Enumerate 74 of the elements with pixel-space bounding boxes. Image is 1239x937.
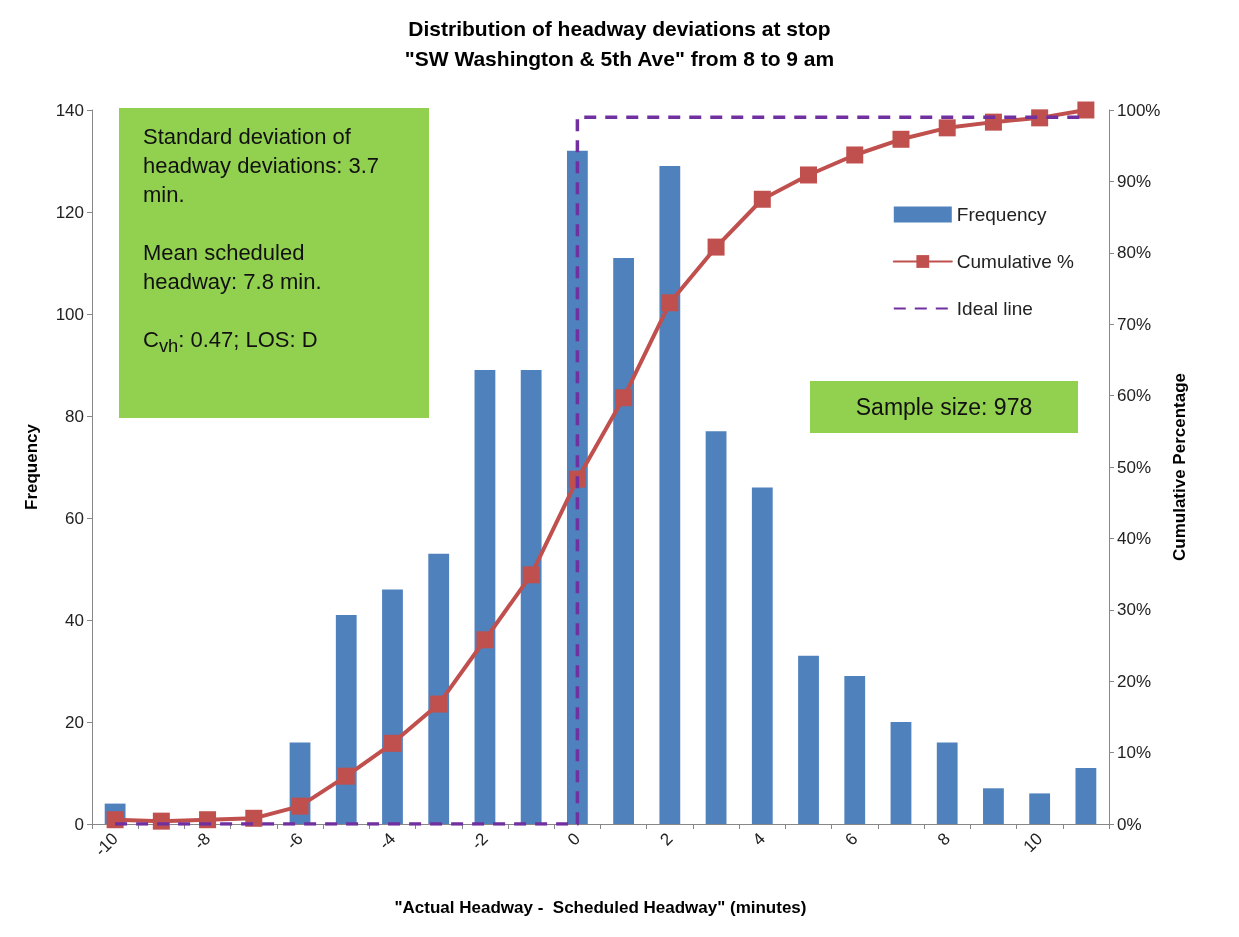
x-tick-label: -10 bbox=[91, 829, 122, 861]
bar bbox=[705, 431, 727, 824]
legend-label: Cumulative % bbox=[956, 251, 1075, 272]
x-tick-label: -8 bbox=[190, 829, 215, 854]
bar bbox=[335, 614, 357, 824]
point bbox=[430, 695, 448, 713]
x-tick-label: 0 bbox=[563, 829, 585, 850]
y-tick-label: 100 bbox=[55, 304, 84, 324]
y-axis-title: Frequency bbox=[22, 423, 41, 510]
annotation: Standard deviation of headway deviations: 3.7 min. bbox=[143, 123, 381, 209]
y-tick-label: 20 bbox=[65, 712, 84, 732]
point bbox=[892, 130, 910, 148]
annotation: Sample size: 978 bbox=[854, 393, 1034, 422]
y2-tick-label: 100% bbox=[1117, 100, 1161, 120]
annotation: Mean scheduled headway: 7.8 min. bbox=[143, 239, 323, 296]
y2-tick-label: 10% bbox=[1117, 743, 1152, 763]
point bbox=[291, 797, 309, 815]
point bbox=[1077, 101, 1095, 119]
bar bbox=[1029, 793, 1051, 824]
point bbox=[846, 146, 864, 164]
y2-tick-label: 0% bbox=[1117, 814, 1142, 834]
y2-tick-label: 50% bbox=[1117, 457, 1152, 477]
point bbox=[938, 119, 956, 137]
y-tick-label: 120 bbox=[55, 202, 84, 222]
y2-axis-title: Cumulative Percentage bbox=[1170, 372, 1190, 562]
point bbox=[753, 190, 771, 208]
x-tick-label: 2 bbox=[656, 829, 677, 850]
y-tick-label: 80 bbox=[65, 406, 84, 426]
x-tick-label: -4 bbox=[375, 829, 400, 854]
y2-tick-label: 70% bbox=[1117, 314, 1152, 334]
point bbox=[800, 166, 818, 184]
x-tick-label: 4 bbox=[748, 829, 770, 850]
point bbox=[522, 566, 540, 584]
y2-tick-label: 60% bbox=[1117, 386, 1152, 406]
bar bbox=[520, 370, 542, 824]
bar bbox=[983, 788, 1004, 824]
text-box: Standard deviation of headway deviations: 3.7 min. Mean scheduled headway: 7.8 min. C$_{vh}$: 0.47; LOS: D bbox=[119, 108, 429, 418]
y2-tick-label: 30% bbox=[1117, 600, 1152, 620]
y2-tick-label: 80% bbox=[1117, 243, 1152, 263]
x-tick-label: 8 bbox=[933, 829, 954, 850]
bar bbox=[844, 676, 866, 824]
x-axis-title: "Actual Headway - Scheduled Headway" (minutes) bbox=[394, 898, 807, 917]
point bbox=[615, 389, 633, 407]
bar bbox=[613, 257, 635, 824]
point bbox=[383, 734, 401, 752]
y-tick-label: 140 bbox=[55, 100, 84, 120]
legend-label: Ideal line bbox=[956, 298, 1033, 319]
bar bbox=[474, 370, 496, 824]
x-tick-label: 10 bbox=[1019, 829, 1047, 857]
x-tick-label: -2 bbox=[467, 829, 492, 854]
y2-tick-label: 20% bbox=[1117, 671, 1152, 691]
bar bbox=[798, 655, 819, 824]
point bbox=[661, 294, 679, 312]
x-tick-label: -6 bbox=[282, 829, 307, 854]
annotation: C$_{vh}$: 0.47; LOS: D bbox=[143, 326, 319, 359]
y-tick-label: 40 bbox=[65, 610, 84, 630]
bar bbox=[751, 487, 773, 824]
chart-title: Distribution of headway deviations at stop "SW Washington & 5th Ave" from 8 to 9 am bbox=[404, 16, 835, 70]
y2-tick-label: 40% bbox=[1117, 528, 1152, 548]
text-box: Sample size: 978 bbox=[810, 381, 1078, 433]
bar bbox=[659, 166, 681, 824]
y-tick-label: 60 bbox=[65, 508, 84, 528]
bar bbox=[428, 553, 450, 824]
y-tick-label: 0 bbox=[74, 814, 84, 834]
legend-label: Frequency bbox=[956, 204, 1048, 225]
x-tick-label: 6 bbox=[841, 829, 862, 850]
bar bbox=[936, 742, 958, 824]
bar bbox=[1075, 767, 1097, 824]
bar bbox=[382, 589, 403, 824]
point bbox=[707, 238, 725, 256]
point bbox=[337, 767, 355, 785]
y2-tick-label: 90% bbox=[1117, 171, 1152, 191]
point bbox=[476, 631, 494, 649]
bar bbox=[890, 722, 912, 824]
